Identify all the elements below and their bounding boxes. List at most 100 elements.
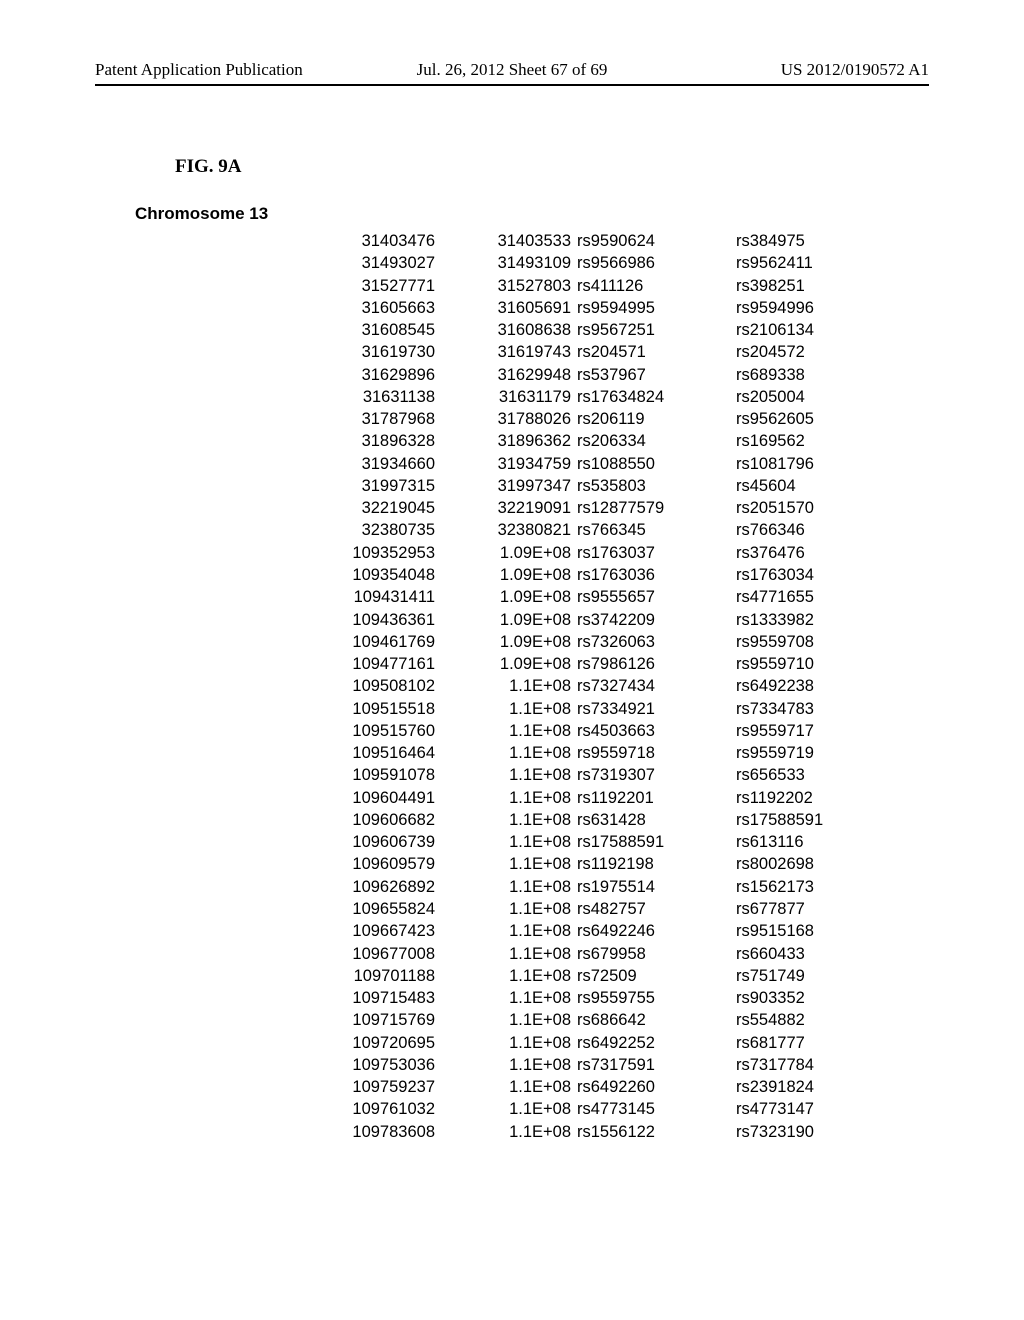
table-cell: rs9594996 (722, 297, 871, 319)
table-cell: 1.1E+08 (435, 965, 571, 987)
table-cell: 1.09E+08 (435, 586, 571, 608)
table-cell: 1.09E+08 (435, 542, 571, 564)
table-cell: 1.09E+08 (435, 653, 571, 675)
page-container: Patent Application Publication Jul. 26, … (0, 0, 1024, 1183)
table-cell: rs12877579 (571, 497, 722, 519)
table-cell: 32380735 (295, 519, 435, 541)
table-cell: rs4773147 (722, 1098, 871, 1120)
table-cell: rs7334921 (571, 698, 722, 720)
table-cell: rs1088550 (571, 453, 722, 475)
table-cell: 109591078 (295, 764, 435, 786)
table-cell: 109606739 (295, 831, 435, 853)
table-cell: rs9562605 (722, 408, 871, 430)
table-cell: 1.1E+08 (435, 898, 571, 920)
table-cell: 109477161 (295, 653, 435, 675)
table-cell: 1.09E+08 (435, 609, 571, 631)
table-cell: 1.1E+08 (435, 943, 571, 965)
table-cell: 1.09E+08 (435, 564, 571, 586)
table-cell: 109626892 (295, 876, 435, 898)
table-cell: 109606682 (295, 809, 435, 831)
table-cell: rs206334 (571, 430, 722, 452)
table-cell: 31629948 (435, 364, 571, 386)
table-cell: 1.1E+08 (435, 764, 571, 786)
table-cell: rs7986126 (571, 653, 722, 675)
table-row: 3193466031934759rs1088550rs1081796 (295, 453, 929, 475)
table-row: 3160566331605691rs9594995rs9594996 (295, 297, 929, 319)
table-cell: rs537967 (571, 364, 722, 386)
table-cell: rs2106134 (722, 319, 871, 341)
table-cell: rs6492252 (571, 1032, 722, 1054)
table-cell: 1.1E+08 (435, 920, 571, 942)
table-row: 1096095791.1E+08rs1192198rs8002698 (295, 853, 929, 875)
table-cell: 1.1E+08 (435, 675, 571, 697)
table-cell: 31619730 (295, 341, 435, 363)
table-row: 1097530361.1E+08rs7317591rs7317784 (295, 1054, 929, 1076)
table-cell: 109516464 (295, 742, 435, 764)
table-cell: rs766345 (571, 519, 722, 541)
table-cell: rs1333982 (722, 609, 871, 631)
table-cell: rs9559710 (722, 653, 871, 675)
table-cell: rs4503663 (571, 720, 722, 742)
table-cell: rs9567251 (571, 319, 722, 341)
table-cell: rs1562173 (722, 876, 871, 898)
table-cell: rs72509 (571, 965, 722, 987)
table-row: 3161973031619743rs204571rs204572 (295, 341, 929, 363)
table-cell: rs1975514 (571, 876, 722, 898)
table-cell: rs376476 (722, 542, 871, 564)
table-row: 1097154831.1E+08rs9559755rs903352 (295, 987, 929, 1009)
table-cell: rs1763036 (571, 564, 722, 586)
table-cell: rs554882 (722, 1009, 871, 1031)
chromosome-label: Chromosome 13 (135, 204, 929, 224)
table-cell: 32219045 (295, 497, 435, 519)
table-row: 3189632831896362rs206334rs169562 (295, 430, 929, 452)
table-row: 3221904532219091rs12877579rs2051570 (295, 497, 929, 519)
header-center: Jul. 26, 2012 Sheet 67 of 69 (373, 60, 651, 80)
table-cell: 109753036 (295, 1054, 435, 1076)
table-row: 1096066821.1E+08rs631428rs17588591 (295, 809, 929, 831)
table-row: 1096674231.1E+08rs6492246rs9515168 (295, 920, 929, 942)
table-row: 3199731531997347rs535803rs45604 (295, 475, 929, 497)
table-cell: rs7317591 (571, 1054, 722, 1076)
table-cell: 32219091 (435, 497, 571, 519)
table-cell: 31788026 (435, 408, 571, 430)
table-cell: 1.1E+08 (435, 876, 571, 898)
table-row: 3140347631403533rs9590624rs384975 (295, 230, 929, 252)
table-row: 1097592371.1E+08rs6492260rs2391824 (295, 1076, 929, 1098)
table-cell: 109436361 (295, 609, 435, 631)
table-cell: 31896362 (435, 430, 571, 452)
table-cell: 109715483 (295, 987, 435, 1009)
table-cell: rs411126 (571, 275, 722, 297)
table-cell: rs1763037 (571, 542, 722, 564)
table-cell: rs1556122 (571, 1121, 722, 1143)
table-cell: 109701188 (295, 965, 435, 987)
table-row: 1097610321.1E+08rs4773145rs4773147 (295, 1098, 929, 1120)
table-cell: rs45604 (722, 475, 871, 497)
table-cell: rs1192202 (722, 787, 871, 809)
table-row: 3163113831631179rs17634824rs205004 (295, 386, 929, 408)
table-cell: 109609579 (295, 853, 435, 875)
table-cell: rs681777 (722, 1032, 871, 1054)
table-cell: rs169562 (722, 430, 871, 452)
table-cell: rs9559719 (722, 742, 871, 764)
header-right: US 2012/0190572 A1 (651, 60, 929, 80)
table-cell: rs1192198 (571, 853, 722, 875)
table-cell: rs535803 (571, 475, 722, 497)
figure-label: FIG. 9A (175, 156, 929, 178)
table-row: 1094314111.09E+08rs9555657rs4771655 (295, 586, 929, 608)
table-row: 1096067391.1E+08rs17588591rs613116 (295, 831, 929, 853)
table-cell: 1.1E+08 (435, 831, 571, 853)
table-cell: rs7323190 (722, 1121, 871, 1143)
table-row: 1096770081.1E+08rs679958rs660433 (295, 943, 929, 965)
table-cell: rs686642 (571, 1009, 722, 1031)
table-row: 1097836081.1E+08rs1556122rs7323190 (295, 1121, 929, 1143)
table-cell: rs9559708 (722, 631, 871, 653)
table-row: 1093540481.09E+08rs1763036rs1763034 (295, 564, 929, 586)
table-cell: 109431411 (295, 586, 435, 608)
table-cell: rs903352 (722, 987, 871, 1009)
table-cell: 109354048 (295, 564, 435, 586)
table-cell: rs631428 (571, 809, 722, 831)
table-row: 3238073532380821rs766345rs766346 (295, 519, 929, 541)
table-cell: 32380821 (435, 519, 571, 541)
table-cell: 31493027 (295, 252, 435, 274)
table-cell: 1.1E+08 (435, 1032, 571, 1054)
